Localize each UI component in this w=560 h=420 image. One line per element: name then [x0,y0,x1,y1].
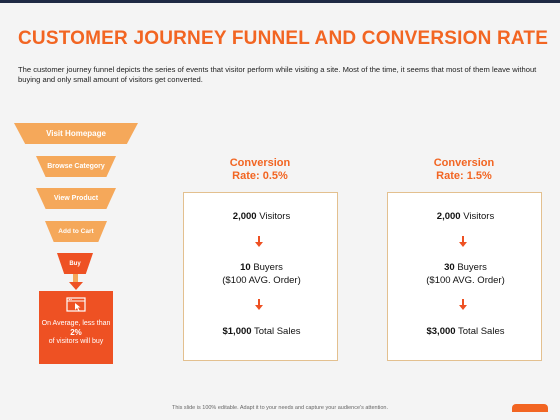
visitors-label: Visitors [463,211,495,222]
conversion-rate-title-2: Conversion Rate: 1.5% [386,157,542,183]
visitors-line: 2,000 Visitors [184,211,339,222]
page-title: CUSTOMER JOURNEY FUNNEL AND CONVERSION R… [18,28,549,49]
rate-title-line: Conversion [229,157,291,169]
sales-line: $1,000 Total Sales [184,326,339,337]
sales-label: Total Sales [458,326,505,337]
conversion-panel-2: 2,000 Visitors 30 Buyers ($100 AVG. Orde… [387,192,542,361]
page-description: The customer journey funnel depicts the … [18,65,537,84]
down-arrow-icon [459,299,467,310]
down-arrow-icon [255,299,263,310]
order-text: ($100 AVG. Order) [426,275,505,286]
buyers-line: 10 Buyers [184,262,339,273]
sales-value: $1,000 [222,326,252,337]
funnel-step-browse-category: Browse Category [36,156,116,177]
funnel-step-label: Add to Cart [58,228,94,235]
buyers-label: Buyers [253,262,283,273]
buyers-line: 30 Buyers [388,262,543,273]
visitors-value: 2,000 [232,211,257,222]
funnel-down-arrow [69,282,83,290]
summary-suffix: of visitors will buy [48,338,104,345]
funnel-step-label: Visit Homepage [46,129,106,138]
top-strip [0,0,560,3]
funnel-step-label: View Product [53,195,99,202]
footer-accent-tab [512,404,548,412]
down-arrow-icon [459,236,467,247]
down-arrow-icon [255,236,263,247]
summary-text: On Average, less than 2% of visitors wil… [39,320,113,347]
funnel-step-buy: Buy [57,253,93,274]
browser-cursor-icon [66,297,86,312]
funnel-step-view-product: View Product [36,188,116,209]
footer-note: This slide is 100% editable. Adapt it to… [172,405,388,411]
funnel-step-label: Buy [69,260,81,267]
sales-label: Total Sales [254,326,301,337]
funnel-step-label: Browse Category [47,163,105,170]
visitors-line: 2,000 Visitors [388,211,543,222]
conversion-panel-1: 2,000 Visitors 10 Buyers ($100 AVG. Orde… [183,192,338,361]
order-text: ($100 AVG. Order) [222,275,301,286]
funnel-step-add-to-cart: Add to Cart [45,221,107,242]
conversion-rate-title-1: Conversion Rate: 0.5% [182,157,338,183]
visitors-label: Visitors [259,211,291,222]
sales-value: $3,000 [426,326,456,337]
rate-title-line: Rate: 1.5% [436,170,492,182]
sales-line: $3,000 Total Sales [388,326,543,337]
visitors-value: 2,000 [436,211,461,222]
funnel-step-visit-homepage: Visit Homepage [14,123,138,144]
rate-title-line: Rate: 0.5% [232,170,288,182]
funnel-connector [73,274,78,283]
buyers-label: Buyers [457,262,487,273]
summary-prefix: On Average, less than [41,320,111,327]
buyers-value: 10 [240,262,251,273]
rate-title-line: Conversion [433,157,495,169]
buyers-value: 30 [444,262,455,273]
summary-percent: 2% [70,327,82,337]
conversion-summary-box: On Average, less than 2% of visitors wil… [39,291,113,364]
